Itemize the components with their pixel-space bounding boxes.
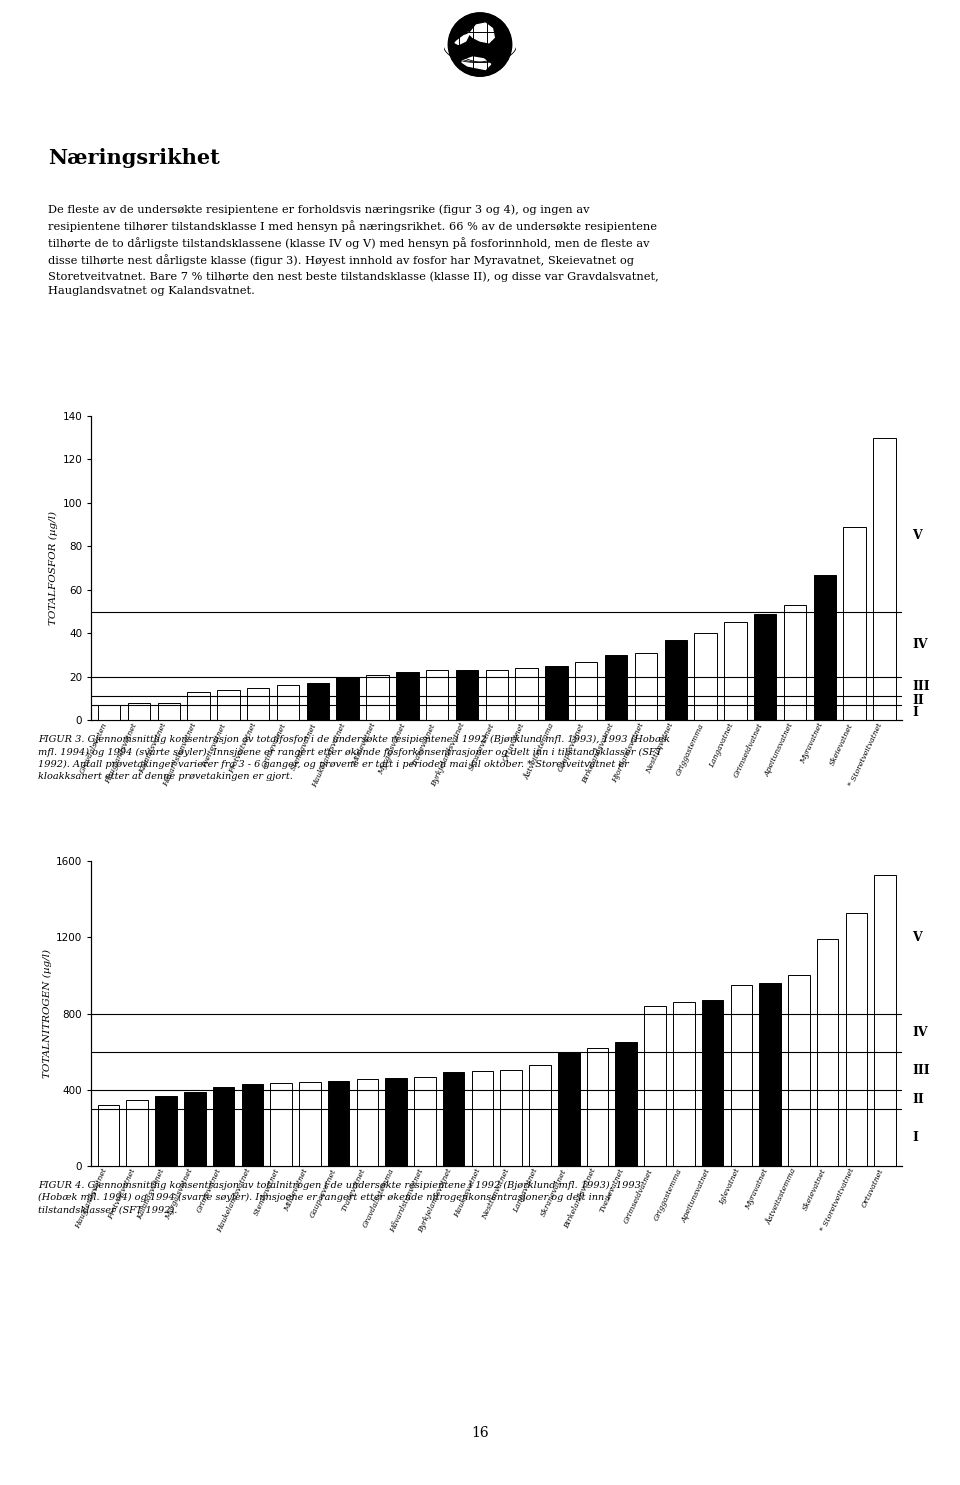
- Bar: [327, 1081, 349, 1166]
- Bar: [615, 1042, 637, 1166]
- Bar: [605, 655, 627, 720]
- Y-axis label: TOTALFOSFOR (µg/l): TOTALFOSFOR (µg/l): [49, 511, 59, 625]
- Text: III: III: [912, 1065, 929, 1077]
- Text: V: V: [912, 931, 922, 944]
- Bar: [673, 1002, 695, 1166]
- Bar: [817, 940, 838, 1166]
- Polygon shape: [455, 34, 469, 45]
- Bar: [702, 1001, 723, 1166]
- Bar: [635, 653, 657, 720]
- Bar: [516, 668, 538, 720]
- Text: IV: IV: [912, 637, 927, 650]
- Bar: [337, 677, 359, 720]
- Text: FIGUR 4. Gjennomsnittlig konsentrasjon av totalnitrogen i de undersøkte resipien: FIGUR 4. Gjennomsnittlig konsentrasjon a…: [38, 1181, 641, 1215]
- Text: FIGUR 3. Gjennomsnittlig konsentrasjon av totalfosfor i de undersøkte resipiente: FIGUR 3. Gjennomsnittlig konsentrasjon a…: [38, 735, 670, 781]
- Bar: [875, 875, 896, 1166]
- Bar: [385, 1078, 407, 1166]
- Bar: [500, 1069, 522, 1166]
- Bar: [414, 1077, 436, 1166]
- Bar: [644, 1005, 666, 1166]
- Bar: [306, 683, 329, 720]
- Text: I: I: [912, 705, 918, 719]
- Bar: [157, 702, 180, 720]
- Bar: [846, 913, 867, 1166]
- Bar: [213, 1087, 234, 1166]
- Bar: [184, 1091, 205, 1166]
- Bar: [731, 985, 752, 1166]
- Text: V: V: [912, 529, 922, 542]
- Bar: [443, 1072, 465, 1166]
- Text: II: II: [912, 1093, 924, 1106]
- Bar: [426, 670, 448, 720]
- Text: III: III: [912, 680, 929, 693]
- Bar: [759, 983, 780, 1166]
- Text: I: I: [912, 1130, 918, 1143]
- Bar: [471, 1071, 493, 1166]
- Bar: [156, 1096, 177, 1166]
- Bar: [788, 976, 809, 1166]
- Bar: [575, 661, 597, 720]
- Text: Næringsrikhet: Næringsrikhet: [48, 148, 220, 168]
- Bar: [456, 670, 478, 720]
- Text: 16: 16: [471, 1426, 489, 1440]
- Bar: [814, 575, 836, 720]
- Y-axis label: TOTALNITROGEN (µg/l): TOTALNITROGEN (µg/l): [42, 949, 52, 1078]
- Bar: [664, 640, 687, 720]
- Text: II: II: [912, 693, 924, 707]
- Bar: [724, 622, 747, 720]
- Bar: [558, 1051, 580, 1166]
- Bar: [187, 692, 209, 720]
- Bar: [128, 702, 150, 720]
- Bar: [98, 1105, 119, 1166]
- Circle shape: [448, 13, 512, 76]
- Bar: [299, 1083, 321, 1166]
- Bar: [98, 705, 120, 720]
- Bar: [356, 1080, 378, 1166]
- Bar: [242, 1084, 263, 1166]
- Bar: [874, 438, 896, 720]
- Bar: [486, 670, 508, 720]
- Bar: [217, 689, 240, 720]
- Bar: [276, 686, 300, 720]
- Bar: [271, 1083, 292, 1166]
- Bar: [844, 527, 866, 720]
- Bar: [529, 1065, 551, 1166]
- Bar: [694, 633, 717, 720]
- Bar: [784, 604, 806, 720]
- Bar: [247, 688, 270, 720]
- Bar: [754, 613, 777, 720]
- Bar: [396, 673, 419, 720]
- Polygon shape: [462, 56, 491, 70]
- Bar: [127, 1100, 148, 1166]
- Bar: [545, 665, 567, 720]
- Bar: [367, 674, 389, 720]
- Text: IV: IV: [912, 1026, 927, 1040]
- Polygon shape: [468, 24, 494, 43]
- Bar: [587, 1048, 609, 1166]
- Text: De fleste av de undersøkte resipientene er forholdsvis næringsrike (figur 3 og 4: De fleste av de undersøkte resipientene …: [48, 203, 659, 296]
